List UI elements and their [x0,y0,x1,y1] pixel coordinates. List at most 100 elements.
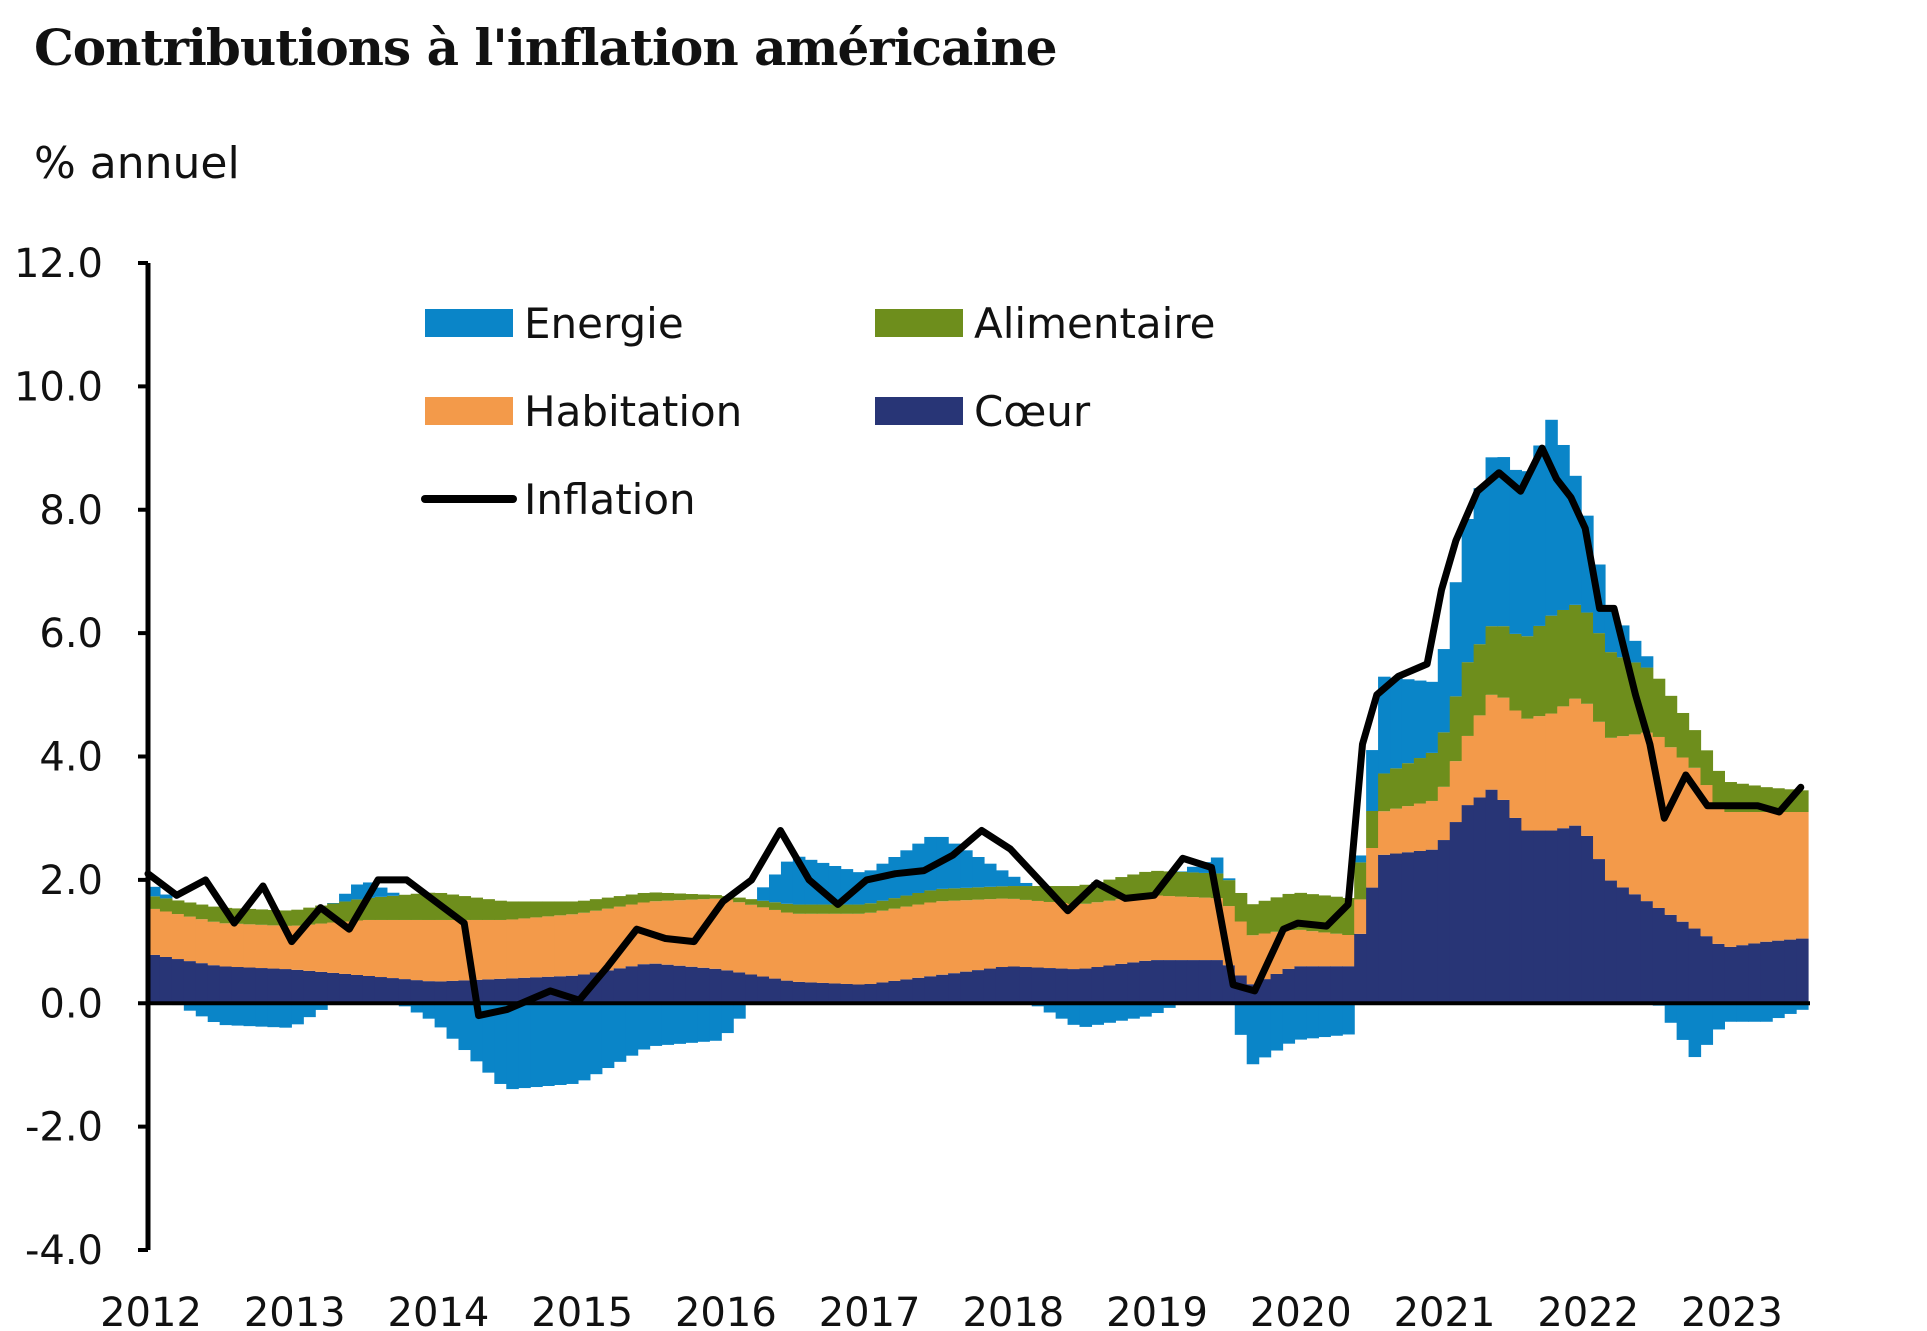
bar-coeur [601,970,615,1004]
bar-habitation [1342,935,1355,967]
bar-energie [709,1003,722,1041]
bar-coeur [1664,914,1678,1004]
bar-habitation [434,919,448,982]
bar-energie [1246,1003,1260,1065]
bar-alimentaire [745,899,758,905]
bar-alimentaire [386,895,400,920]
bar-alimentaire [1485,626,1499,695]
bar-coeur [386,978,400,1004]
bar-habitation [852,913,866,985]
bar-coeur [351,974,364,1004]
bar-energie [1318,1003,1331,1038]
bar-coeur [1688,928,1702,1004]
bar-coeur [207,965,221,1004]
bar-habitation [828,913,842,984]
bar-habitation [1628,734,1642,895]
bar-alimentaire [852,904,866,914]
bar-alimentaire [1593,633,1606,722]
bar-coeur [1461,805,1475,1004]
legend-swatch-habitation [425,397,513,425]
bar-coeur [1306,966,1319,1004]
bar-energie [780,861,794,904]
bar-energie [1425,681,1439,753]
bar-energie [1139,1003,1152,1017]
bar-energie [1306,1003,1319,1039]
bar-coeur [733,972,746,1004]
bar-alimentaire [494,900,507,920]
bar-habitation [1186,897,1200,961]
bar-alimentaire [1676,712,1690,758]
bar-alimentaire [1246,904,1260,936]
bar-alimentaire [661,892,675,901]
bar-habitation [1545,713,1558,831]
bar-energie [243,1003,257,1027]
bar-habitation [1115,899,1128,964]
bar-energie [685,1003,698,1043]
bar-energie [267,1003,280,1028]
bar-energie [1700,1003,1714,1045]
x-tick-label: 2020 [1250,1290,1352,1331]
bar-energie [1628,640,1642,663]
bar-alimentaire [936,888,949,902]
bar-alimentaire [171,900,185,915]
bar-habitation [1007,898,1021,967]
bar-coeur [434,981,448,1004]
bar-energie [1784,1003,1797,1014]
bar-habitation [1557,706,1570,829]
bar-coeur [995,967,1009,1004]
bar-energie [183,1003,197,1011]
bar-alimentaire [255,909,269,925]
x-tick-label: 2023 [1681,1290,1783,1331]
bar-alimentaire [1521,636,1534,719]
bar-energie [410,1003,424,1013]
bar-energie [1342,1003,1355,1035]
bar-energie [1103,1003,1116,1023]
bar-coeur [1258,979,1272,1004]
bar-habitation [1664,747,1678,915]
bar-coeur [1784,939,1797,1004]
bar-coeur [339,973,352,1004]
bar-alimentaire [995,886,1009,899]
bar-energie [649,1003,663,1046]
bar-coeur [757,976,770,1004]
bar-alimentaire [1461,662,1475,736]
bar-energie [386,892,400,896]
bar-energie [1664,1003,1678,1023]
bar-habitation [410,919,424,981]
bar-coeur [1115,963,1128,1004]
bar-coeur [303,970,316,1004]
bar-alimentaire [900,895,913,907]
bar-coeur [1652,907,1666,1004]
bar-coeur [1282,968,1296,1004]
bar-energie [1019,882,1033,887]
bar-energie [697,1003,710,1042]
bar-coeur [876,982,890,1004]
bar-habitation [936,901,949,975]
bar-energie [231,1003,245,1026]
bar-habitation [159,911,173,957]
bar-energie [422,1003,436,1019]
bar-habitation [1127,897,1140,963]
bar-coeur [374,977,388,1004]
bar-energie [1509,469,1522,634]
bar-habitation [1760,812,1773,942]
bar-coeur [458,980,472,1004]
inflation-line [144,444,1805,1020]
bar-alimentaire [876,900,890,911]
bar-habitation [1700,785,1714,937]
x-tick-label: 2014 [388,1290,490,1331]
bar-energie [1378,676,1391,774]
bar-alimentaire [1509,633,1522,711]
bar-energie [1473,488,1487,645]
bar-energie [1413,680,1427,759]
bar-alimentaire [1688,730,1702,768]
bar-coeur [159,956,173,1004]
bar-coeur [1342,966,1355,1004]
bar-alimentaire [1437,732,1451,787]
bar-coeur [948,973,961,1004]
bar-habitation [972,899,985,971]
bar-habitation [1509,710,1522,818]
bar-energie [1796,1003,1809,1010]
bar-alimentaire [577,900,591,913]
bar-habitation [780,912,794,981]
